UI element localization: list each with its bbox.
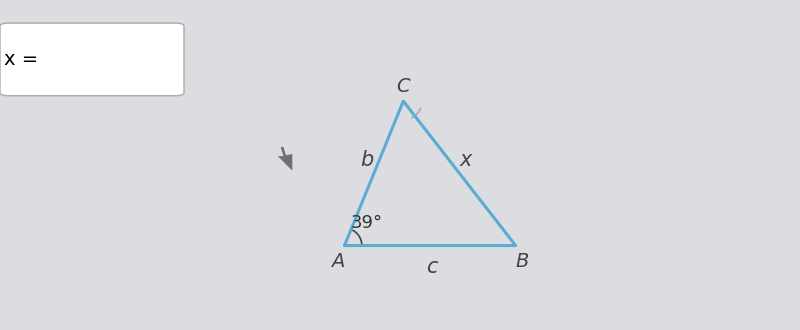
Text: 39°: 39°: [351, 214, 383, 232]
Text: x: x: [460, 150, 472, 170]
Text: x =: x =: [4, 50, 38, 69]
Text: b: b: [361, 150, 374, 170]
Text: A: A: [331, 252, 345, 271]
Text: B: B: [516, 252, 529, 271]
Polygon shape: [278, 147, 292, 171]
Text: C: C: [397, 77, 410, 96]
Text: c: c: [426, 257, 437, 277]
